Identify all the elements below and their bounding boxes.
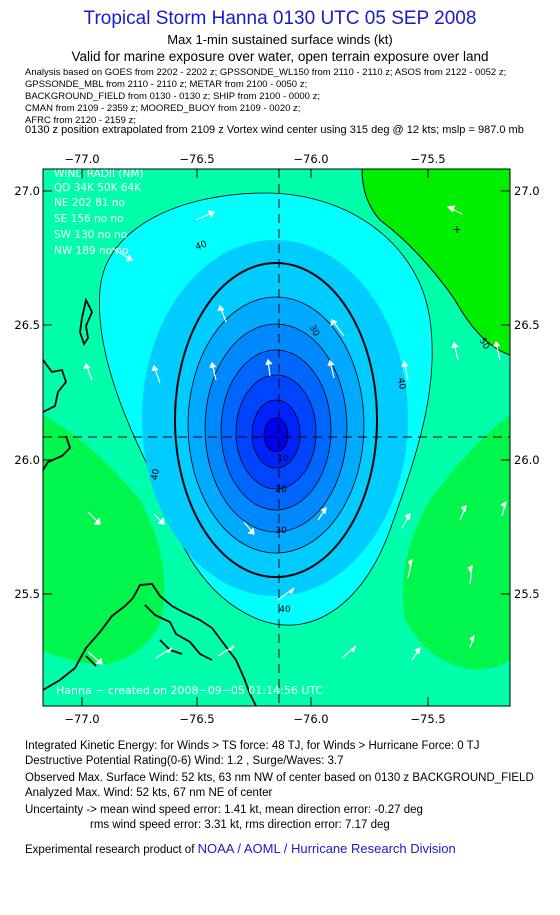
wind-band-outer-se	[402, 415, 510, 670]
contour-label: 10	[278, 454, 288, 463]
lon-label-bottom: −75.5	[410, 712, 445, 726]
wind-radii-row: SE 156 no no	[54, 213, 124, 225]
lon-label-top: −77.0	[64, 152, 99, 166]
position-note: 0130 z position extrapolated from 2109 z…	[25, 124, 524, 136]
axis-ticks	[43, 169, 510, 706]
dpr-line: Destructive Potential Rating(0-6) Wind: …	[25, 755, 344, 767]
wind-radii-row: SW 130 no no	[54, 229, 127, 241]
uncertainty-line: Uncertainty -> mean wind speed error: 1.…	[25, 804, 423, 816]
wind-band-5kt	[263, 417, 289, 453]
lat-label-right: 25.5	[514, 587, 540, 601]
lon-label-top: −76.0	[293, 152, 328, 166]
lon-label-bottom: −77.0	[64, 712, 99, 726]
wind-band-50kt	[361, 169, 510, 356]
wind-radii-header: QD 34K 50K 64K	[54, 182, 142, 194]
valid-note: Valid for marine exposure over water, op…	[71, 49, 489, 64]
wind-vectors	[83, 205, 507, 665]
page-title: Tropical Storm Hanna 0130 UTC 05 SEP 200…	[83, 8, 477, 29]
contour-label: 40	[395, 377, 407, 390]
lat-label-left: 26.5	[14, 318, 40, 332]
lon-label-bottom: −76.0	[293, 712, 328, 726]
wind-map: −77.0 −76.5 −76.0 −75.5 −77.0 −76.5 −76.…	[14, 152, 540, 726]
lat-label-right: 27.0	[514, 184, 540, 198]
lat-label-left: 26.0	[14, 453, 40, 467]
analysis-line: BACKGROUND_FIELD from 0130 - 0130 z; SHI…	[25, 91, 320, 102]
analysis-line: GPSSONDE_MBL from 2110 - 2110 z; METAR f…	[25, 79, 308, 90]
lon-label-top: −76.5	[179, 152, 214, 166]
wind-band-outer-sw	[43, 415, 165, 665]
lat-label-left: 25.5	[14, 587, 40, 601]
wind-radii-title: WIND RADII (NM)	[54, 168, 144, 180]
contour-label: 40	[194, 239, 208, 252]
uncertainty-line: rms wind speed error: 3.31 kt, rms direc…	[90, 819, 390, 831]
wind-radii-table: WIND RADII (NM) QD 34K 50K 64K NE 202 81…	[54, 168, 144, 257]
wind-radii-row: NW 189 no no	[54, 245, 128, 257]
research-credit-prefix: Experimental research product of	[25, 844, 195, 856]
subtitle: Max 1-min sustained surface winds (kt)	[167, 32, 393, 47]
map-frame	[42, 168, 511, 707]
observed-max-wind: Observed Max. Surface Wind: 52 kts, 63 n…	[25, 772, 534, 784]
analysis-line: Analysis based on GOES from 2202 - 2202 …	[25, 67, 507, 78]
analysis-line: CMAN from 2109 - 2359 z; MOORED_BUOY fro…	[25, 103, 301, 114]
contour-label: 30	[275, 526, 287, 536]
contour-label: 40	[279, 605, 291, 615]
lon-label-bottom: −76.5	[179, 712, 214, 726]
analysis-line: AFRC from 2120 - 2159 z;	[25, 115, 136, 126]
hrd-link[interactable]: NOAA / AOML / Hurricane Research Divisio…	[197, 841, 456, 856]
research-credit: Experimental research product of NOAA / …	[25, 841, 456, 856]
ike-line: Integrated Kinetic Energy: for Winds > T…	[25, 740, 480, 752]
lat-label-right: 26.5	[514, 318, 540, 332]
lon-label-top: −75.5	[410, 152, 445, 166]
lat-label-left: 27.0	[14, 184, 40, 198]
max-wind-marker: +	[452, 223, 461, 236]
wind-radii-row: NE 202 81 no	[54, 197, 125, 209]
analyzed-max-wind: Analyzed Max. Wind: 52 kts, 67 nm NE of …	[25, 787, 273, 799]
lat-label-right: 26.0	[514, 453, 540, 467]
contour-label: 40	[150, 468, 162, 481]
contour-label: 20	[275, 485, 287, 495]
creation-credit: Hanna − created on 2008−09−05 01:14:56 U…	[56, 684, 323, 697]
